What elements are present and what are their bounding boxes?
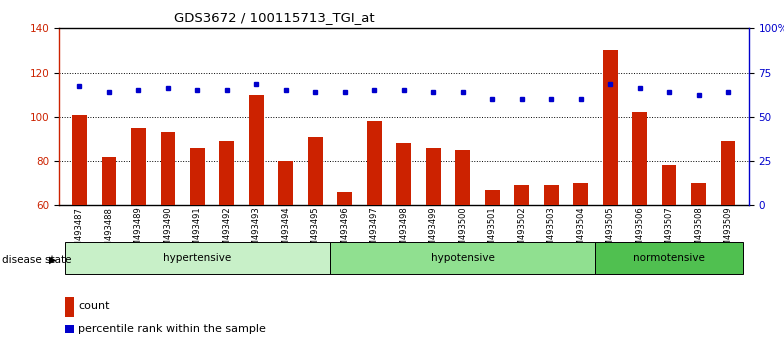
Text: percentile rank within the sample: percentile rank within the sample xyxy=(78,324,267,334)
Text: ▶: ▶ xyxy=(49,255,56,265)
Text: hypotensive: hypotensive xyxy=(430,253,495,263)
Bar xyxy=(161,132,176,205)
Bar xyxy=(330,242,595,274)
Text: GDS3672 / 100115713_TGI_at: GDS3672 / 100115713_TGI_at xyxy=(174,11,375,24)
Bar xyxy=(514,185,529,205)
Bar xyxy=(544,185,558,205)
Bar xyxy=(595,242,742,274)
Bar xyxy=(249,95,263,205)
Bar xyxy=(337,192,352,205)
Bar xyxy=(65,242,330,274)
Bar xyxy=(72,115,87,205)
Bar xyxy=(102,156,116,205)
Bar xyxy=(278,161,293,205)
Bar xyxy=(662,165,677,205)
Text: disease state: disease state xyxy=(2,255,71,265)
Bar xyxy=(190,148,205,205)
Bar xyxy=(485,190,499,205)
Bar xyxy=(691,183,706,205)
Bar xyxy=(367,121,382,205)
Bar xyxy=(573,183,588,205)
Bar xyxy=(603,50,618,205)
Bar xyxy=(220,141,234,205)
Bar xyxy=(131,128,146,205)
Bar xyxy=(632,113,647,205)
Bar xyxy=(426,148,441,205)
Bar xyxy=(308,137,323,205)
Bar xyxy=(397,143,411,205)
Bar xyxy=(720,141,735,205)
Text: hypertensive: hypertensive xyxy=(163,253,231,263)
Text: count: count xyxy=(78,301,110,311)
Text: normotensive: normotensive xyxy=(633,253,705,263)
Bar xyxy=(456,150,470,205)
